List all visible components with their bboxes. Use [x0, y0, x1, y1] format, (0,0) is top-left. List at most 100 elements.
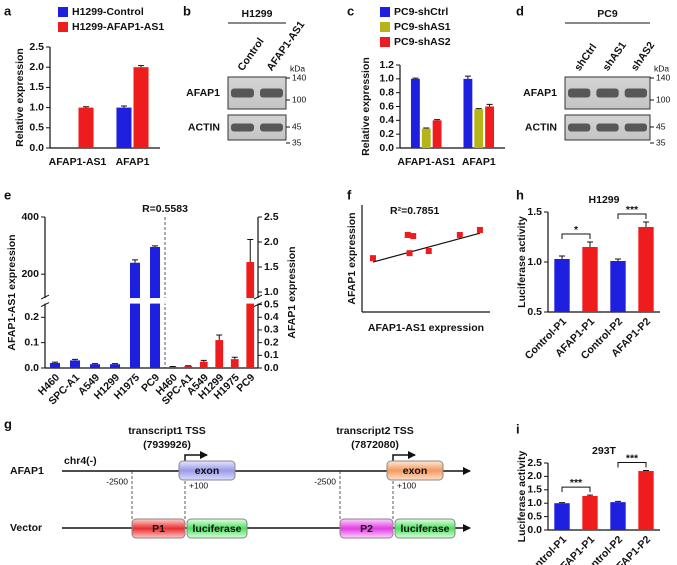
error-bar: [412, 77, 419, 79]
legend-swatch: [380, 22, 390, 32]
y-axis-label: Relative expression: [14, 48, 26, 147]
panel-label: f: [347, 187, 352, 202]
y-tick-label: 2.5: [527, 457, 542, 469]
point: [456, 231, 463, 238]
legend-swatch: [58, 22, 68, 32]
y-tick-label: 0.0: [29, 142, 44, 154]
error-bar: [92, 363, 98, 365]
bar: [168, 366, 177, 368]
marker-label: 35: [656, 137, 666, 147]
legend-swatch: [58, 7, 68, 17]
tss-label: transcript1 TSS: [128, 425, 206, 437]
start-label: -2500: [106, 476, 128, 486]
error-bar: [559, 255, 565, 259]
blot-band: [568, 88, 591, 98]
bar: [582, 247, 598, 312]
start-label: -2500: [314, 476, 336, 486]
marker-unit: kDa: [290, 63, 305, 73]
chart-title: 293T: [592, 445, 617, 457]
y-tick-label: 0.2: [264, 336, 279, 348]
legend-label: PC9-shCtrl: [394, 6, 448, 18]
significance-label: *: [574, 224, 579, 236]
point: [425, 248, 432, 255]
y-tick-label: 0.4: [379, 114, 394, 126]
blot-band: [568, 123, 591, 132]
bar: [554, 503, 570, 530]
break-mark: [253, 294, 263, 300]
y-tick-label: 400: [21, 211, 39, 223]
point: [476, 226, 483, 233]
tss-label: transcript2 TSS: [336, 425, 414, 437]
break-mark: [40, 294, 50, 300]
marker-unit: kDa: [654, 63, 669, 73]
bar: [485, 106, 495, 148]
y-tick-label: 1.5: [29, 81, 44, 93]
x-tick-label: AFAP1-AS1: [397, 156, 455, 168]
panel-label: c: [347, 3, 354, 18]
panel-label: b: [183, 3, 191, 18]
reporter-label: luciferase: [192, 523, 241, 535]
blot-band: [596, 88, 619, 98]
blot-band: [260, 88, 283, 98]
y-tick-label: 1.0: [379, 73, 394, 85]
bar: [110, 364, 120, 368]
legend-swatch: [380, 37, 390, 47]
y-axis-label: Relative expression: [360, 57, 372, 156]
bar: [116, 107, 132, 148]
error-bar: [615, 500, 621, 503]
chromosome-label: chr4(-): [64, 455, 97, 467]
reporter-box: [394, 518, 456, 539]
row-label: AFAP1: [186, 87, 220, 99]
y-tick-label: 200: [21, 268, 39, 280]
panel-label: h: [516, 187, 524, 202]
panel-label: e: [4, 187, 11, 202]
annotation: R²=0.7851: [390, 205, 439, 217]
significance-label: ***: [570, 477, 583, 489]
bar: [246, 262, 255, 368]
point: [404, 231, 411, 238]
break-mark: [253, 302, 263, 308]
row-label: ACTIN: [525, 121, 557, 133]
blot-band: [231, 123, 254, 132]
y-tick-label: 1.0: [527, 256, 542, 268]
y-tick-label: 2.0: [29, 61, 44, 73]
y-tick-label: 1.0: [527, 497, 542, 509]
error-bar: [138, 65, 145, 68]
error-bar: [112, 363, 118, 365]
error-bar: [643, 470, 649, 472]
bar: [150, 247, 160, 368]
legend-swatch: [380, 7, 390, 17]
marker-label: 35: [292, 137, 302, 147]
significance-label: ***: [626, 204, 639, 216]
error-bar: [475, 108, 482, 110]
gene-label: AFAP1: [10, 465, 44, 477]
bar: [610, 261, 626, 312]
fit-line: [372, 232, 481, 263]
y-tick-label: 0.8: [379, 86, 394, 98]
bar: [421, 128, 431, 148]
blot-title: H1299: [242, 8, 273, 20]
bar: [215, 340, 224, 368]
error-bar: [247, 239, 254, 263]
break-mark: [40, 302, 50, 308]
panel-label: d: [516, 3, 524, 18]
blot-title: PC9: [597, 8, 618, 20]
promoter-label: P1: [152, 523, 165, 535]
bar: [78, 107, 94, 148]
y2-axis-label: AFAP1 expression: [286, 246, 298, 338]
panel-label: i: [516, 421, 520, 436]
blot-band: [596, 123, 619, 132]
promoter-label: P2: [360, 523, 373, 535]
blot-band: [260, 123, 283, 132]
error-bar: [643, 221, 649, 227]
y-tick-label: 1.5: [527, 206, 542, 218]
error-bar: [216, 334, 223, 341]
end-label: +100: [189, 480, 208, 490]
error-bar: [152, 245, 158, 248]
blot-band: [624, 88, 647, 98]
marker-label: 100: [656, 94, 670, 104]
y-tick-label: 0.2: [24, 311, 39, 323]
bar: [474, 109, 484, 148]
bar: [638, 227, 654, 312]
